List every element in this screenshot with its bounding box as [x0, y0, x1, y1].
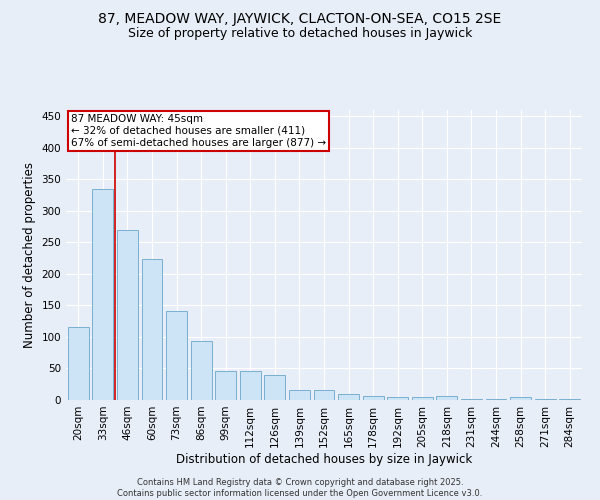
Text: Contains HM Land Registry data © Crown copyright and database right 2025.
Contai: Contains HM Land Registry data © Crown c… — [118, 478, 482, 498]
Bar — [166, 311, 187, 400]
Bar — [510, 397, 531, 400]
Bar — [191, 342, 212, 400]
Text: 87, MEADOW WAY, JAYWICK, CLACTON-ON-SEA, CO15 2SE: 87, MEADOW WAY, JAYWICK, CLACTON-ON-SEA,… — [98, 12, 502, 26]
Y-axis label: Number of detached properties: Number of detached properties — [23, 162, 36, 348]
Bar — [485, 398, 506, 400]
Bar — [461, 398, 482, 400]
Text: 87 MEADOW WAY: 45sqm
← 32% of detached houses are smaller (411)
67% of semi-deta: 87 MEADOW WAY: 45sqm ← 32% of detached h… — [71, 114, 326, 148]
Text: Size of property relative to detached houses in Jaywick: Size of property relative to detached ho… — [128, 28, 472, 40]
Bar — [117, 230, 138, 400]
Bar — [436, 396, 457, 400]
Bar — [314, 390, 334, 400]
Bar — [265, 375, 286, 400]
Bar — [68, 327, 89, 400]
Bar — [535, 398, 556, 400]
Bar — [215, 371, 236, 400]
Bar — [412, 398, 433, 400]
Bar — [240, 371, 261, 400]
Bar — [362, 396, 383, 400]
Bar — [559, 398, 580, 400]
Bar — [142, 260, 163, 400]
Bar — [387, 398, 408, 400]
X-axis label: Distribution of detached houses by size in Jaywick: Distribution of detached houses by size … — [176, 452, 472, 466]
Bar — [92, 189, 113, 400]
Bar — [289, 390, 310, 400]
Bar — [338, 394, 359, 400]
